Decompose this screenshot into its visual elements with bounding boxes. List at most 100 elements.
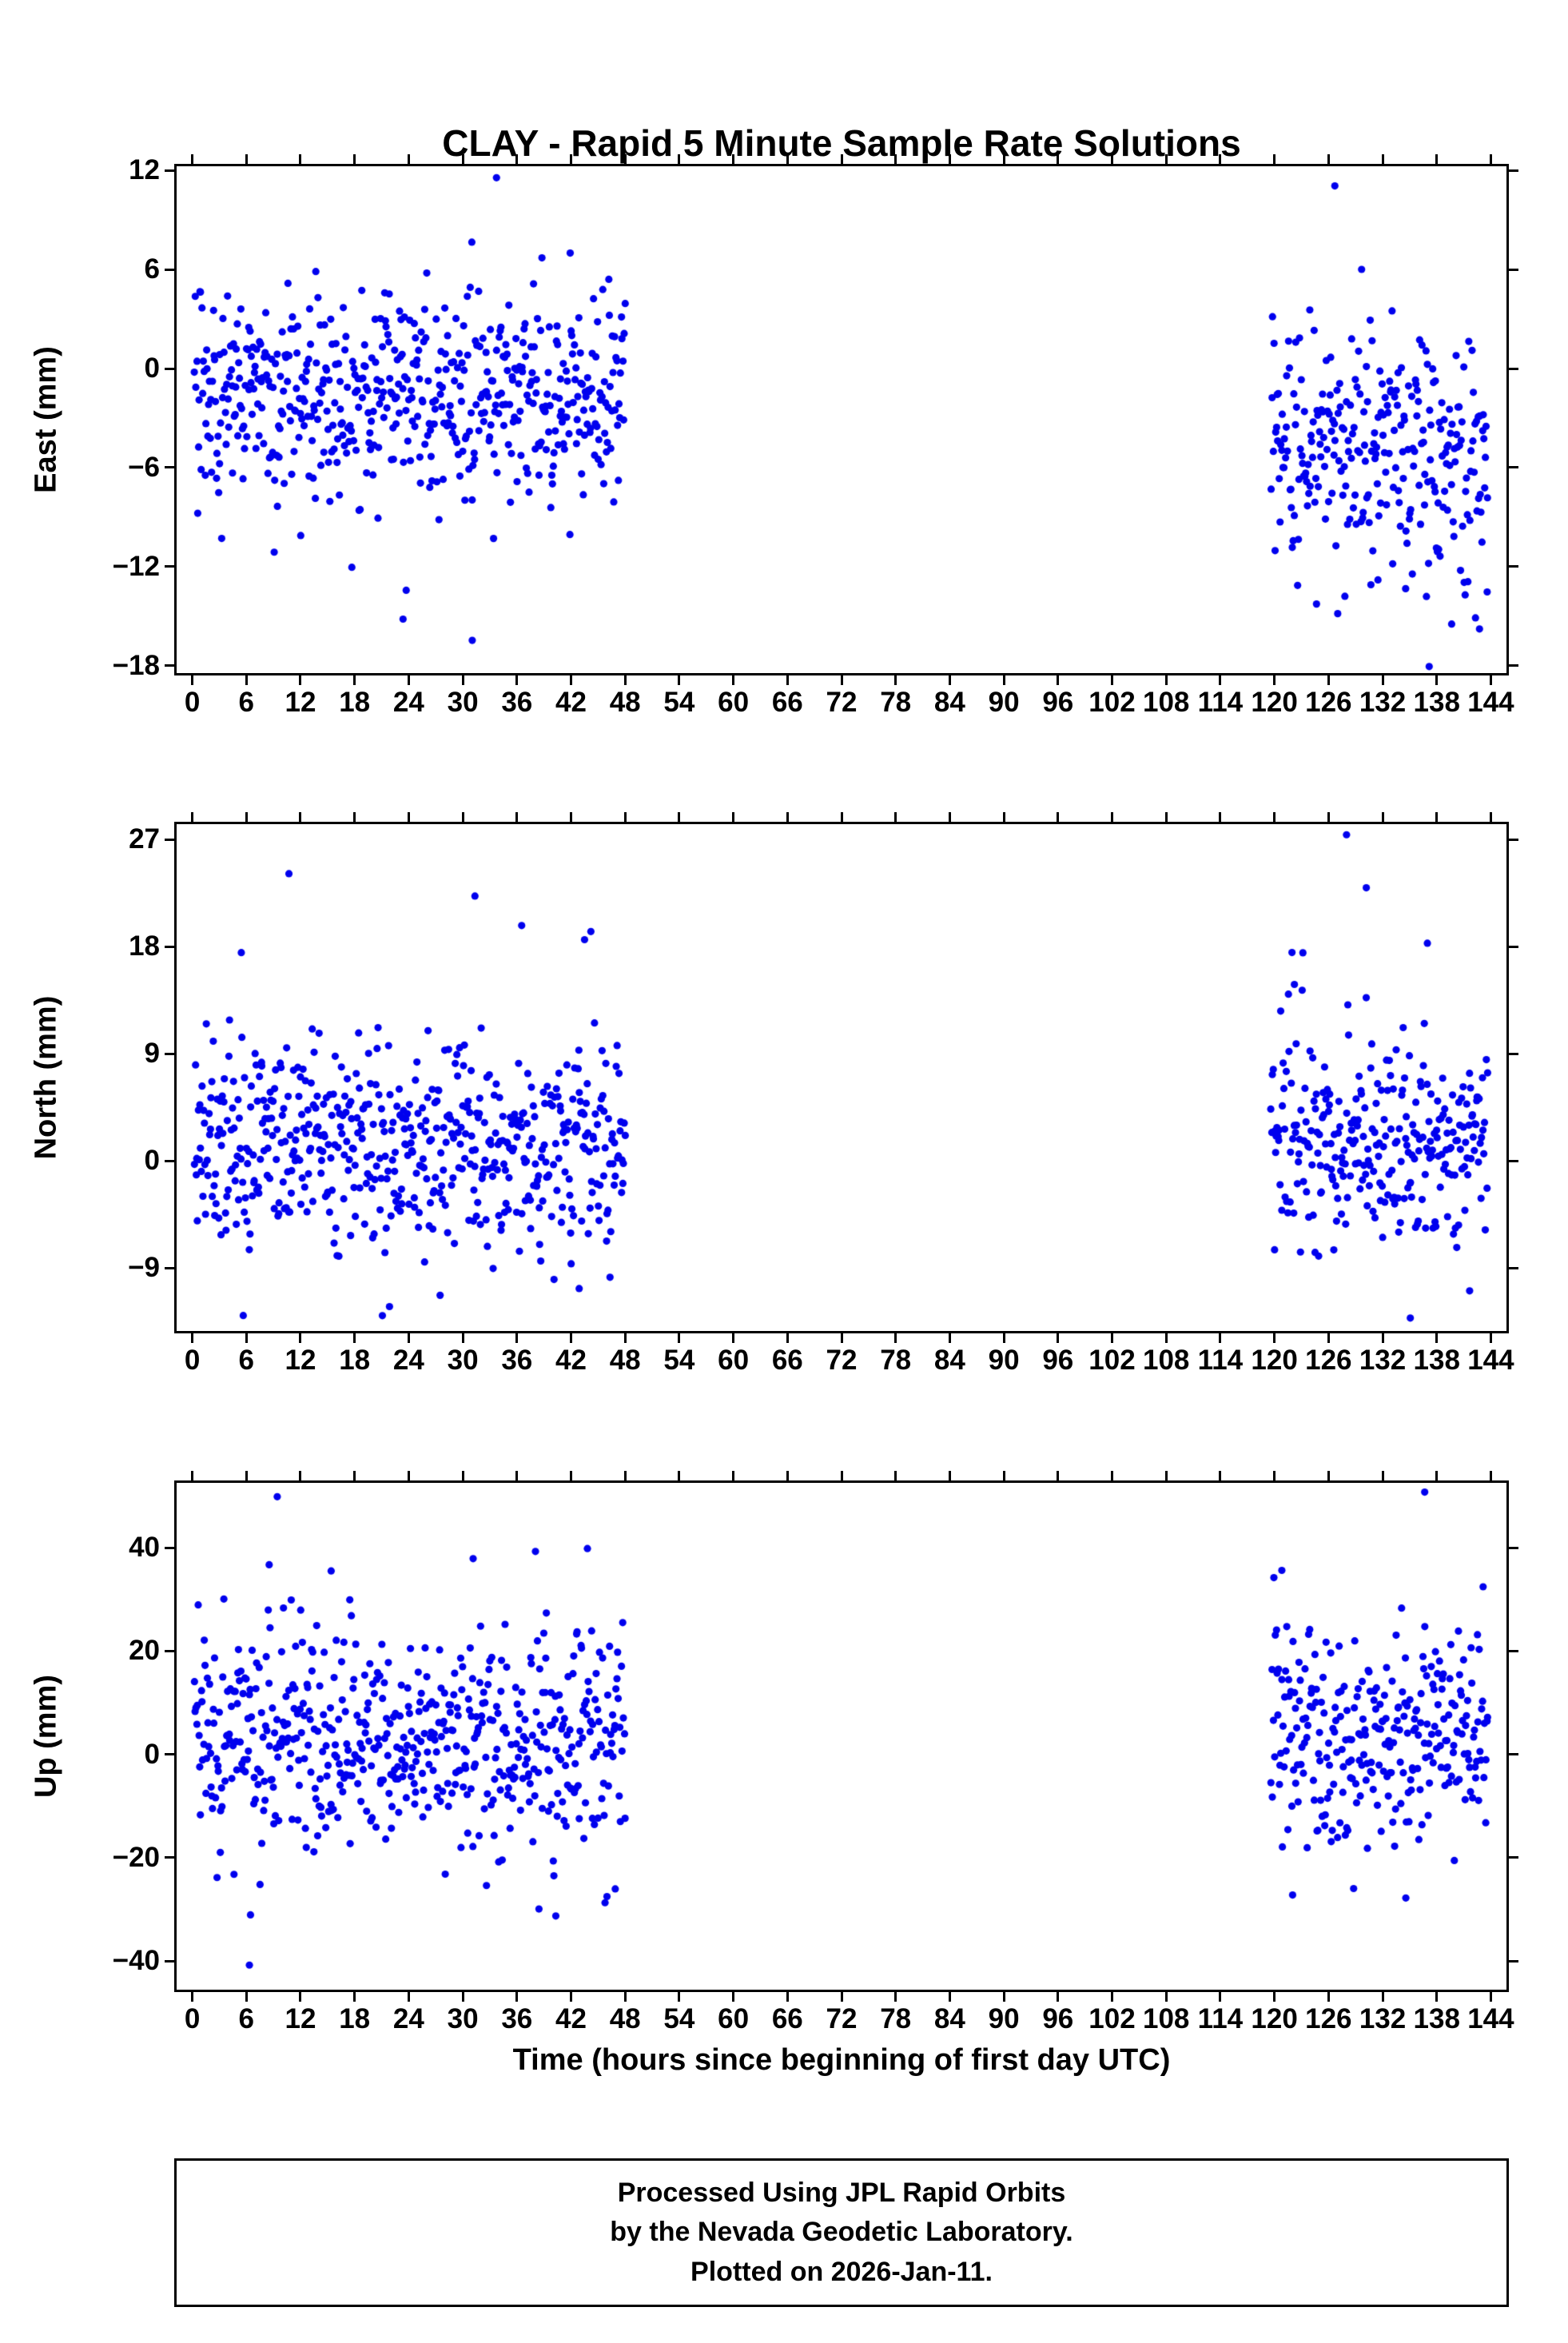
tick-mark: [894, 1992, 897, 2002]
tick-mark: [1219, 812, 1222, 822]
tick-mark: [165, 1546, 174, 1549]
tick-mark: [1381, 1992, 1384, 2002]
x-tick-label: 6: [238, 687, 254, 718]
north-axis-title: North (mm): [29, 995, 63, 1160]
tick-mark: [894, 812, 897, 822]
x-tick-label: 66: [771, 1345, 803, 1376]
y-tick-label: 0: [144, 353, 160, 384]
tick-mark: [1509, 466, 1518, 469]
tick-mark: [407, 675, 410, 685]
x-tick-label: 78: [880, 687, 912, 718]
tick-mark: [569, 1992, 572, 2002]
tick-mark: [245, 812, 248, 822]
x-tick-label: 36: [501, 2003, 533, 2034]
tick-mark: [245, 1333, 248, 1343]
x-tick-label: 60: [718, 687, 750, 718]
tick-mark: [191, 154, 194, 164]
tick-mark: [165, 268, 174, 271]
tick-mark: [165, 1159, 174, 1162]
y-tick-label: 12: [129, 154, 160, 186]
tick-mark: [1002, 812, 1005, 822]
tick-mark: [1057, 1333, 1060, 1343]
tick-mark: [165, 367, 174, 370]
y-tick-label: 6: [144, 253, 160, 285]
x-axis-title: Time (hours since beginning of first day…: [512, 2043, 1171, 2077]
x-tick-label: 0: [184, 1345, 201, 1376]
tick-mark: [948, 1471, 951, 1480]
x-tick-label: 96: [1042, 687, 1074, 718]
x-tick-label: 36: [501, 687, 533, 718]
tick-mark: [1381, 154, 1384, 164]
tick-mark: [623, 1992, 627, 2002]
tick-mark: [1057, 675, 1060, 685]
x-tick-label: 0: [184, 2003, 201, 2034]
east-panel: [174, 164, 1509, 675]
tick-mark: [299, 1992, 302, 2002]
tick-mark: [569, 154, 572, 164]
x-tick-label: 144: [1467, 687, 1514, 718]
tick-mark: [894, 1471, 897, 1480]
y-tick-label: −18: [112, 649, 160, 681]
tick-mark: [1489, 154, 1492, 164]
x-tick-label: 108: [1143, 2003, 1190, 2034]
x-tick-label: 30: [447, 2003, 479, 2034]
x-tick-label: 0: [184, 687, 201, 718]
x-tick-label: 138: [1413, 2003, 1460, 2034]
x-tick-label: 24: [392, 1345, 424, 1376]
footer-line-1: Processed Using JPL Rapid Orbits: [617, 2178, 1066, 2208]
tick-mark: [353, 1992, 356, 2002]
y-tick-label: −12: [112, 550, 160, 582]
tick-mark: [1381, 812, 1384, 822]
tick-mark: [1509, 1959, 1518, 1962]
tick-mark: [623, 675, 627, 685]
tick-mark: [1489, 1471, 1492, 1480]
tick-mark: [1273, 1992, 1276, 2002]
tick-mark: [1509, 268, 1518, 271]
tick-mark: [786, 675, 789, 685]
x-tick-label: 126: [1305, 2003, 1352, 2034]
x-tick-label: 12: [285, 1345, 316, 1376]
tick-mark: [245, 1992, 248, 2002]
x-tick-label: 144: [1467, 2003, 1514, 2034]
tick-mark: [191, 1992, 194, 2002]
tick-mark: [948, 1992, 951, 2002]
tick-mark: [623, 1471, 627, 1480]
tick-mark: [1435, 675, 1439, 685]
x-tick-label: 12: [285, 687, 316, 718]
x-tick-label: 72: [826, 1345, 858, 1376]
tick-mark: [299, 812, 302, 822]
x-tick-label: 96: [1042, 1345, 1074, 1376]
x-tick-label: 126: [1305, 1345, 1352, 1376]
x-tick-label: 132: [1359, 687, 1407, 718]
x-tick-label: 108: [1143, 1345, 1190, 1376]
tick-mark: [732, 1992, 735, 2002]
tick-mark: [894, 154, 897, 164]
x-tick-label: 54: [663, 1345, 695, 1376]
x-tick-label: 18: [339, 1345, 371, 1376]
tick-mark: [407, 154, 410, 164]
tick-mark: [461, 675, 464, 685]
tick-mark: [1509, 838, 1518, 841]
tick-mark: [1509, 565, 1518, 568]
tick-mark: [1435, 812, 1439, 822]
tick-mark: [1057, 1471, 1060, 1480]
tick-mark: [515, 1992, 519, 2002]
x-tick-label: 18: [339, 687, 371, 718]
x-tick-label: 120: [1251, 1345, 1298, 1376]
x-tick-label: 6: [238, 1345, 254, 1376]
tick-mark: [165, 565, 174, 568]
footer-line-2: by the Nevada Geodetic Laboratory.: [610, 2217, 1073, 2248]
tick-mark: [894, 675, 897, 685]
tick-mark: [1057, 812, 1060, 822]
x-tick-label: 84: [933, 687, 965, 718]
tick-mark: [948, 812, 951, 822]
x-tick-label: 144: [1467, 1345, 1514, 1376]
title-line-1: CLAY - Rapid 5 Minute Sample Rate Soluti…: [442, 122, 1241, 164]
x-tick-label: 12: [285, 2003, 316, 2034]
y-tick-label: 9: [144, 1038, 160, 1070]
tick-mark: [407, 1333, 410, 1343]
tick-mark: [1002, 675, 1005, 685]
tick-mark: [1164, 812, 1168, 822]
tick-mark: [948, 154, 951, 164]
tick-mark: [1509, 1266, 1518, 1269]
